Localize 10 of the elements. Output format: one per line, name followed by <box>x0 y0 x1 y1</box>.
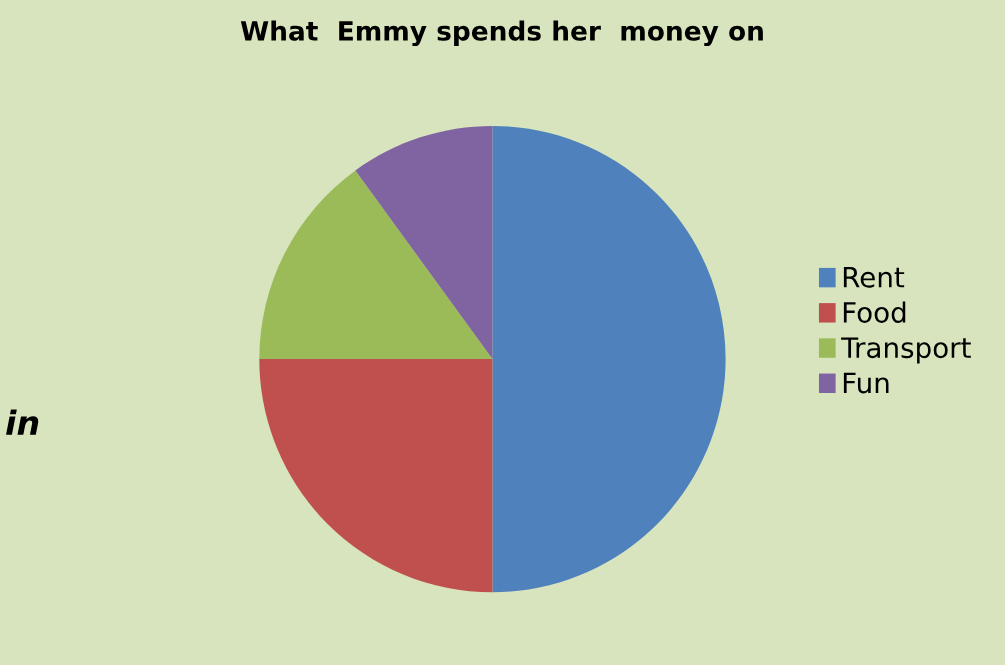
chart-title: What Emmy spends her money on <box>240 20 763 47</box>
pie-slice <box>355 125 493 360</box>
pie-slice <box>492 125 726 593</box>
pie-slice <box>259 170 493 360</box>
legend-label: Food <box>843 301 906 323</box>
legend-label: Transport <box>841 337 971 364</box>
legend-label: Rent <box>843 267 905 288</box>
text: in <box>6 409 39 435</box>
pie-slice <box>259 359 493 593</box>
legend-label: Fun <box>843 372 889 394</box>
